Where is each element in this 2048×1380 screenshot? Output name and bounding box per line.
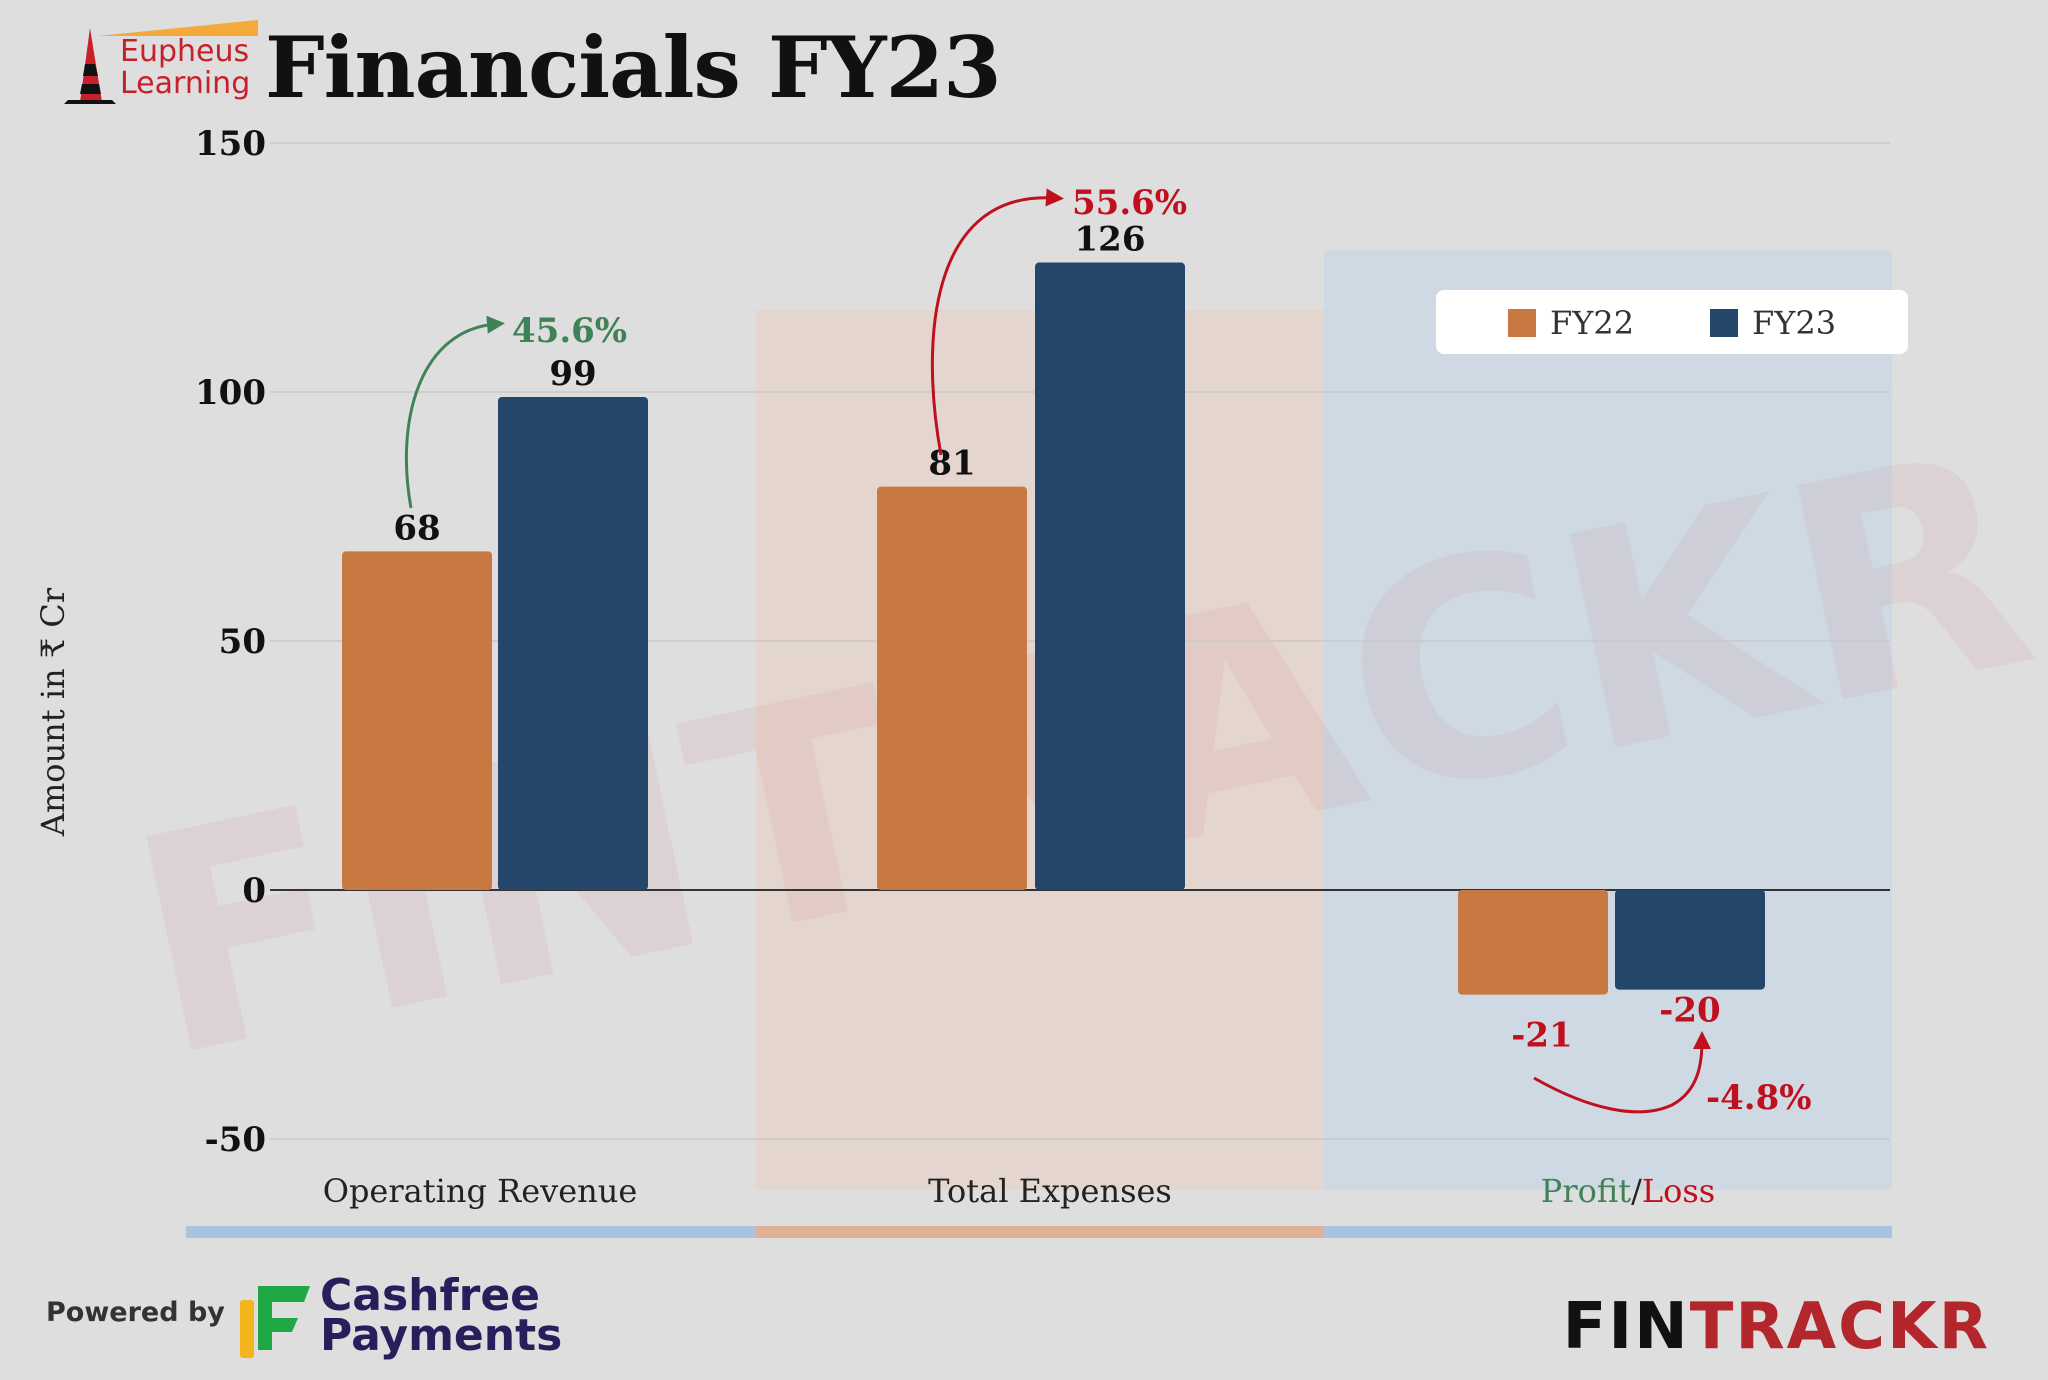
category-label-part: Operating Revenue (323, 1172, 638, 1210)
category-band-3 (1324, 250, 1892, 1190)
category-label-2: Total Expenses (928, 1172, 1172, 1210)
y-tick-label: 100 (195, 373, 266, 413)
lighthouse-icon (64, 28, 116, 104)
cashfree-line2: Payments (320, 1310, 563, 1361)
data-label-fy22-3: -21 (1511, 1016, 1572, 1056)
growth-label-2: 55.6% (1072, 183, 1187, 223)
y-tick-label: 150 (195, 124, 266, 164)
category-label-part: Loss (1642, 1172, 1715, 1210)
category-label-3: Profit/Loss (1541, 1172, 1715, 1210)
category-label-part: / (1631, 1172, 1642, 1210)
bar-fy22-1 (342, 551, 492, 890)
fintrackr-fin: FIN (1562, 1290, 1690, 1364)
category-label-part: Profit (1541, 1172, 1631, 1210)
bar-fy22-3 (1458, 890, 1608, 995)
growth-arrow-3 (1533, 1031, 1711, 1114)
data-label-fy23-3: -20 (1659, 991, 1720, 1031)
page-title: Financials FY23 (265, 18, 1002, 117)
powered-by-text: Powered by (46, 1297, 225, 1328)
fintrackr-logo: FINTRACKR (1563, 1290, 1990, 1364)
cashfree-payments-logo: Cashfree Payments (236, 1272, 562, 1362)
y-axis-label: Amount in ₹ Cr (34, 587, 72, 837)
y-tick-label: 0 (242, 871, 266, 911)
legend-swatch-fy22 (1508, 309, 1536, 337)
category-strip-1 (186, 1226, 756, 1238)
category-label-part: Total Expenses (928, 1172, 1172, 1210)
bar-fy23-3 (1615, 890, 1765, 990)
legend-item-fy22: FY22 (1508, 304, 1634, 342)
growth-arrow-1 (404, 315, 505, 509)
legend-item-fy23: FY23 (1710, 304, 1836, 342)
bar-fy22-2 (877, 486, 1027, 890)
logo-text-line1: Eupheus (120, 34, 250, 69)
logo-roof-icon (98, 20, 258, 36)
data-label-fy23-2: 126 (1075, 220, 1146, 260)
bar-fy23-2 (1035, 262, 1185, 890)
logo-text-line2: Learning (120, 66, 251, 101)
legend-label-fy22: FY22 (1550, 304, 1635, 342)
y-tick-label: 50 (219, 622, 266, 662)
category-strip-2 (756, 1226, 1324, 1238)
y-tick-label: -50 (205, 1120, 266, 1160)
cashfree-mark-icon (240, 1286, 310, 1358)
legend-label-fy23: FY23 (1752, 304, 1837, 342)
data-label-fy22-2: 81 (928, 444, 975, 484)
legend-swatch-fy23 (1710, 309, 1738, 337)
category-strip-3 (1324, 1226, 1892, 1238)
eupheus-learning-logo: Eupheus Learning (58, 18, 258, 108)
fintrackr-trackr: TRACKR (1689, 1290, 1990, 1364)
chart-legend: FY22 FY23 (1436, 290, 1908, 354)
category-label-1: Operating Revenue (323, 1172, 638, 1210)
data-label-fy23-1: 99 (549, 354, 596, 394)
growth-label-3: -4.8% (1706, 1078, 1812, 1118)
bar-fy23-1 (498, 396, 648, 890)
growth-arrow-2 (930, 188, 1064, 456)
cashfree-line1: Cashfree (320, 1270, 541, 1321)
growth-label-1: 45.6% (512, 311, 627, 351)
data-label-fy22-1: 68 (393, 508, 440, 548)
